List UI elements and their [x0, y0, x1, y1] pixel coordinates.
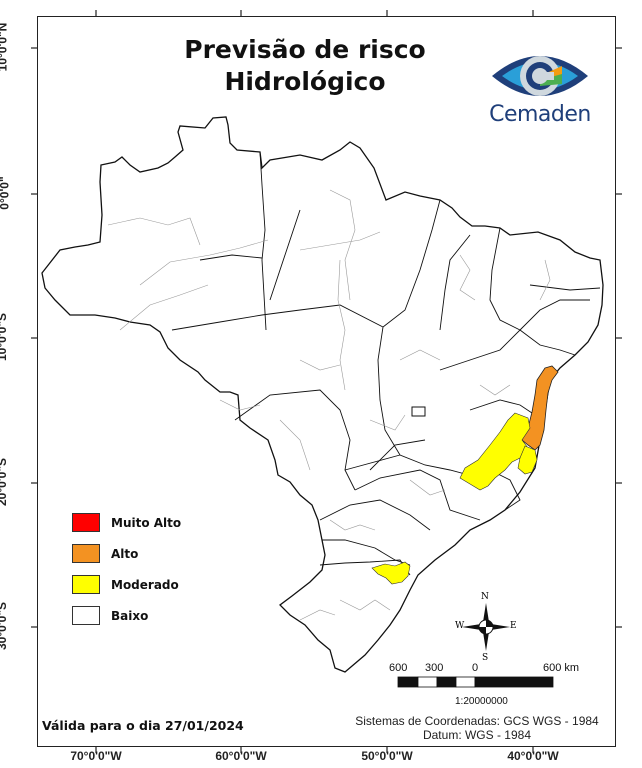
north-arrow-w: W [455, 621, 465, 631]
legend: Muito Alto Alto Moderado Baixo [72, 507, 181, 631]
legend-label: Alto [111, 546, 139, 561]
mesoregion-borders [107, 189, 551, 621]
legend-item-moderado: Moderado [72, 569, 181, 600]
y-tick-label: 20°0'0"S [0, 457, 10, 507]
risk-area-moderado-es [517, 445, 538, 475]
y-tick-label: 0°0'0" [0, 176, 12, 210]
distrito-federal [411, 406, 426, 417]
north-arrow-s: S [482, 653, 489, 663]
coordinate-info: Sistemas de Coordenadas: GCS WGS - 1984 … [340, 714, 614, 742]
legend-item-muito-alto: Muito Alto [72, 507, 181, 538]
legend-swatch [72, 513, 100, 532]
y-tick-label: 10°0'0"S [0, 312, 10, 362]
y-tick-label: 10°0'0"N [0, 22, 10, 72]
scale-ratio: 1:20000000 [455, 696, 508, 707]
risk-area-alto [521, 365, 559, 451]
state-borders [171, 151, 601, 576]
north-arrow [462, 603, 510, 651]
scale-label-600-left: 600 [389, 662, 408, 674]
map-title-line1: Previsão de risco [184, 35, 426, 64]
risk-area-moderado-mg [459, 412, 531, 491]
scale-bar [397, 676, 554, 688]
legend-item-alto: Alto [72, 538, 181, 569]
coordinate-system: Sistemas de Coordenadas: GCS WGS - 1984 [355, 714, 599, 728]
north-arrow-e: E [510, 621, 517, 631]
map-title-line2: Hidrológico [224, 67, 386, 96]
datum: Datum: WGS - 1984 [422, 728, 532, 742]
x-tick-label: 50°0'0"W [361, 749, 413, 763]
legend-label: Moderado [111, 577, 179, 592]
graticule-ticks [31, 10, 622, 753]
north-arrow-n: N [481, 592, 489, 602]
cemaden-logo: Cemaden [478, 44, 602, 136]
scale-label-300: 300 [425, 662, 444, 674]
risk-area-moderado-sc [371, 561, 411, 585]
cemaden-eye-logo-icon [492, 56, 588, 96]
legend-swatch [72, 606, 100, 625]
y-tick-label: 30°0'0"S [0, 601, 10, 651]
logo-text: Cemaden [489, 102, 591, 127]
scale-label-600-km: 600 km [543, 662, 580, 674]
scale-label-0: 0 [472, 662, 479, 674]
legend-label: Baixo [111, 608, 149, 623]
x-tick-label: 70°0'0"W [70, 749, 122, 763]
valid-date: Válida para o dia 27/01/2024 [42, 718, 244, 733]
map-title: Previsão de risco Hidrológico [150, 34, 460, 98]
map-frame [37, 16, 616, 747]
legend-label: Muito Alto [111, 515, 182, 530]
brazil-outline [41, 116, 604, 673]
legend-item-baixo: Baixo [72, 600, 181, 631]
legend-swatch [72, 575, 100, 594]
legend-swatch [72, 544, 100, 563]
x-tick-label: 60°0'0"W [215, 749, 267, 763]
x-tick-label: 40°0'0"W [507, 749, 559, 763]
